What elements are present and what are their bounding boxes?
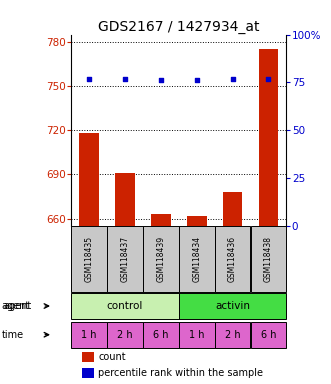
Text: percentile rank within the sample: percentile rank within the sample: [98, 368, 263, 378]
Text: GSM118436: GSM118436: [228, 236, 237, 282]
Text: 2 h: 2 h: [117, 330, 133, 340]
Point: [158, 78, 164, 84]
Bar: [79, 133, 99, 226]
Bar: [251, 322, 286, 348]
Point: [122, 76, 128, 82]
Text: 6 h: 6 h: [153, 330, 168, 340]
Bar: [179, 293, 286, 319]
Text: activin: activin: [215, 301, 250, 311]
Text: count: count: [98, 352, 126, 362]
Bar: [115, 173, 135, 226]
Bar: [215, 322, 250, 348]
Text: agent: agent: [2, 301, 30, 311]
Point: [230, 76, 235, 82]
Bar: [143, 322, 179, 348]
Text: control: control: [107, 301, 143, 311]
Bar: [82, 352, 94, 362]
Point: [266, 76, 271, 82]
Text: 6 h: 6 h: [260, 330, 276, 340]
Bar: [251, 226, 286, 292]
Bar: [187, 215, 207, 226]
Text: 1 h: 1 h: [81, 330, 97, 340]
Point: [194, 78, 199, 84]
Text: 2 h: 2 h: [225, 330, 240, 340]
Text: GSM118434: GSM118434: [192, 236, 201, 282]
Text: GSM118439: GSM118439: [156, 236, 165, 282]
Bar: [71, 226, 107, 292]
Bar: [215, 226, 250, 292]
Text: agent: agent: [3, 301, 31, 311]
Title: GDS2167 / 1427934_at: GDS2167 / 1427934_at: [98, 20, 260, 33]
Bar: [143, 226, 179, 292]
Text: GSM118438: GSM118438: [264, 236, 273, 282]
Point: [86, 76, 92, 82]
Text: 1 h: 1 h: [189, 330, 205, 340]
Bar: [179, 226, 214, 292]
Bar: [71, 322, 107, 348]
Bar: [179, 322, 214, 348]
Bar: [223, 192, 242, 226]
Bar: [107, 322, 143, 348]
Text: GSM118435: GSM118435: [85, 236, 94, 282]
Bar: [82, 368, 94, 378]
Bar: [107, 226, 143, 292]
Bar: [71, 293, 179, 319]
Text: GSM118437: GSM118437: [120, 236, 129, 282]
Bar: [259, 49, 278, 226]
Text: time: time: [2, 330, 24, 340]
Bar: [151, 214, 171, 226]
